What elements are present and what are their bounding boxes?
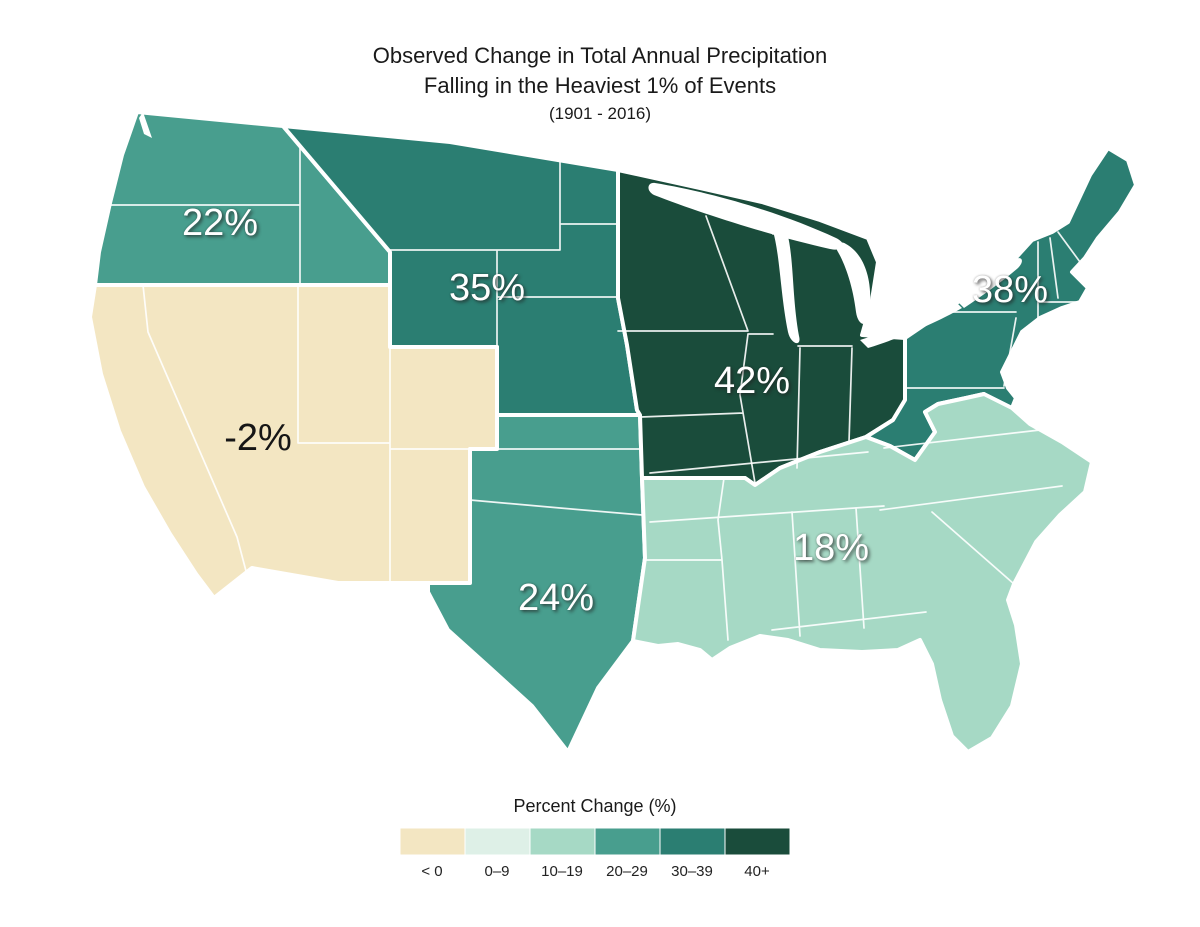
lake-ontario bbox=[956, 258, 1022, 308]
state-boundaries-northwest bbox=[109, 147, 301, 286]
legend-swatch-5 bbox=[724, 827, 791, 856]
legend-swatch-0 bbox=[399, 827, 466, 856]
lake-huron bbox=[836, 242, 871, 324]
region-label-midwest: 42% bbox=[714, 360, 790, 402]
legend-label-2: 10–19 bbox=[541, 863, 583, 880]
lake-erie bbox=[860, 300, 962, 348]
region-southeast bbox=[631, 392, 1094, 754]
figure-title-line1: Observed Change in Total Annual Precipit… bbox=[373, 43, 828, 68]
legend-label-4: 30–39 bbox=[671, 863, 713, 880]
figure-title-line2: Falling in the Heaviest 1% of Events bbox=[424, 73, 776, 98]
legend-swatch-2 bbox=[529, 827, 596, 856]
puget-sound bbox=[139, 112, 152, 138]
lake-michigan bbox=[771, 222, 800, 344]
legend-label-1: 0–9 bbox=[484, 863, 509, 880]
figure-title-period: (1901 - 2016) bbox=[549, 104, 651, 123]
state-boundaries-northern-great-plains bbox=[389, 159, 620, 348]
legend-label-3: 20–29 bbox=[606, 863, 648, 880]
state-boundaries-southern-great-plains bbox=[469, 448, 643, 516]
legend-swatch-1 bbox=[464, 827, 531, 856]
lake-superior bbox=[648, 182, 844, 250]
legend: Percent Change (%) < 0 0–9 10–19 20–29 3… bbox=[399, 796, 791, 880]
region-label-southwest: -2% bbox=[224, 417, 292, 459]
state-boundaries-southwest bbox=[142, 284, 471, 584]
region-label-northeast: 38% bbox=[972, 269, 1048, 311]
legend-label-5: 40+ bbox=[744, 863, 770, 880]
legend-swatch-4 bbox=[659, 827, 726, 856]
legend-swatch-3 bbox=[594, 827, 661, 856]
legend-label-0: < 0 bbox=[421, 863, 442, 880]
us-map: 22% -2% 35% 24% 42% 38% 18% bbox=[88, 110, 1138, 754]
region-label-southern-great-plains: 24% bbox=[518, 577, 594, 619]
region-label-northern-great-plains: 35% bbox=[449, 267, 525, 309]
state-boundaries-southeast bbox=[644, 429, 1063, 641]
region-southwest bbox=[88, 283, 499, 600]
state-boundaries-northeast bbox=[904, 231, 1081, 389]
legend-title: Percent Change (%) bbox=[513, 796, 676, 816]
region-label-northwest: 22% bbox=[182, 202, 258, 244]
region-label-southeast: 18% bbox=[793, 527, 869, 569]
